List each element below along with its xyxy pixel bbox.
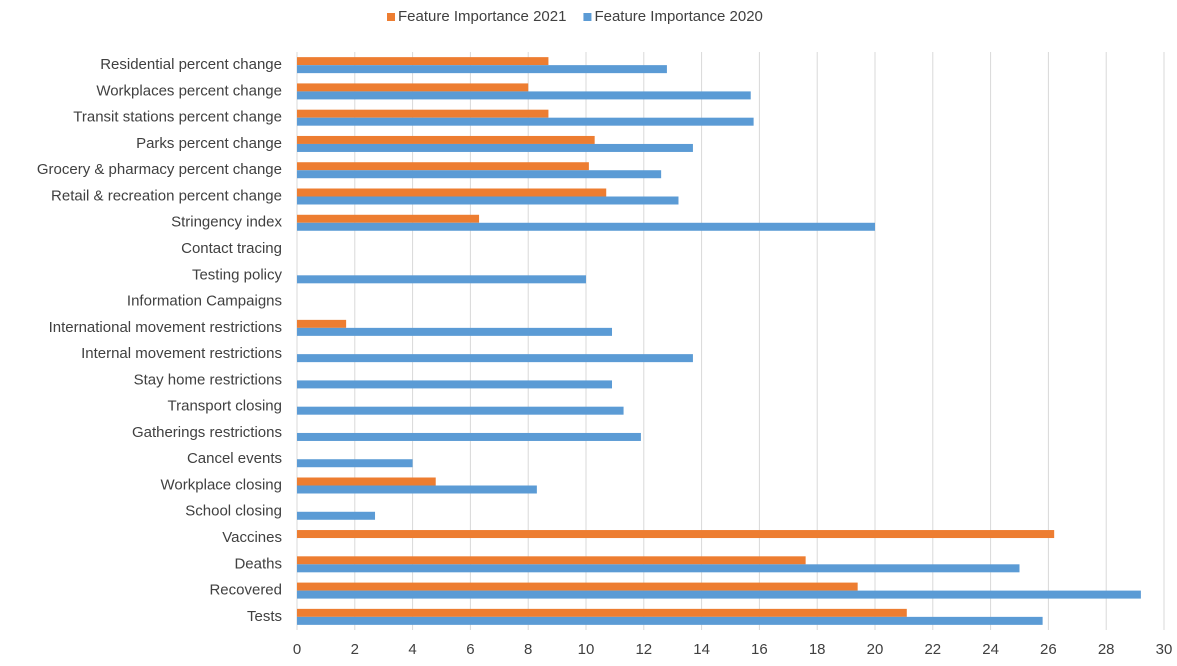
bar: [297, 590, 1141, 599]
y-tick-label: Cancel events: [187, 450, 282, 467]
x-tick-label: 2: [351, 641, 359, 658]
y-tick-label: Stringency index: [171, 214, 282, 231]
bar: [297, 477, 436, 486]
y-tick-label: Gatherings restrictions: [132, 424, 282, 441]
bar: [297, 83, 529, 92]
y-tick-label: Deaths: [234, 555, 282, 572]
bar: [297, 511, 376, 520]
bar: [297, 406, 624, 415]
x-tick-label: 26: [1040, 641, 1057, 658]
legend-label: Feature Importance 2021: [398, 8, 566, 25]
bar: [297, 459, 413, 468]
bar: [297, 530, 1055, 539]
bar: [297, 485, 537, 494]
x-tick-label: 24: [982, 641, 999, 658]
bar: [297, 319, 347, 328]
bar: [297, 109, 549, 118]
x-tick-label: 10: [578, 641, 595, 658]
x-tick-label: 12: [635, 641, 652, 658]
bar: [297, 65, 667, 74]
y-tick-label: Contact tracing: [181, 240, 282, 257]
bar: [297, 616, 1043, 625]
y-tick-label: International movement restrictions: [49, 319, 282, 336]
y-tick-label: Transport closing: [168, 398, 283, 415]
y-tick-label: Workplace closing: [161, 476, 282, 493]
y-tick-label: Testing policy: [192, 266, 283, 283]
x-tick-label: 6: [466, 641, 474, 658]
x-tick-label: 8: [524, 641, 532, 658]
y-tick-label: Residential percent change: [100, 56, 282, 73]
y-tick-label: Parks percent change: [136, 135, 282, 152]
x-tick-label: 18: [809, 641, 826, 658]
y-tick-label: Internal movement restrictions: [81, 345, 282, 362]
bar: [297, 380, 613, 389]
x-tick-label: 20: [867, 641, 884, 658]
bar: [297, 135, 595, 144]
bar: [297, 354, 693, 363]
y-tick-label: Stay home restrictions: [134, 371, 282, 388]
bar: [297, 564, 1020, 573]
bar: [297, 275, 586, 284]
bar: [297, 57, 549, 66]
legend-swatch: [583, 13, 592, 21]
x-tick-label: 28: [1098, 641, 1115, 658]
x-tick-label: 4: [408, 641, 416, 658]
bar: [297, 196, 679, 205]
bar: [297, 432, 641, 441]
bar: [297, 143, 693, 152]
y-tick-label: Tests: [247, 608, 282, 625]
bar: [297, 188, 607, 197]
y-tick-label: School closing: [185, 503, 282, 520]
bar: [297, 162, 589, 171]
y-tick-label: Retail & recreation percent change: [51, 187, 282, 204]
bar: [297, 582, 858, 591]
bar: [297, 327, 613, 336]
bar: [297, 214, 480, 223]
x-tick-label: 22: [924, 641, 941, 658]
x-tick-label: 30: [1156, 641, 1173, 658]
bar: [297, 170, 662, 179]
legend-swatch: [387, 13, 395, 21]
y-tick-label: Grocery & pharmacy percent change: [37, 161, 282, 178]
bar: [297, 91, 751, 100]
legend-label: Feature Importance 2020: [594, 8, 762, 25]
y-tick-label: Transit stations percent change: [73, 109, 282, 126]
x-tick-label: 16: [751, 641, 768, 658]
bar: [297, 608, 907, 617]
y-tick-label: Information Campaigns: [127, 293, 282, 310]
y-tick-label: Recovered: [209, 582, 282, 599]
bar: [297, 556, 806, 565]
bar: [297, 222, 875, 231]
y-tick-label: Vaccines: [222, 529, 282, 546]
x-tick-label: 14: [693, 641, 710, 658]
x-tick-label: 0: [293, 641, 301, 658]
bar: [297, 117, 754, 126]
y-tick-label: Workplaces percent change: [96, 82, 282, 99]
